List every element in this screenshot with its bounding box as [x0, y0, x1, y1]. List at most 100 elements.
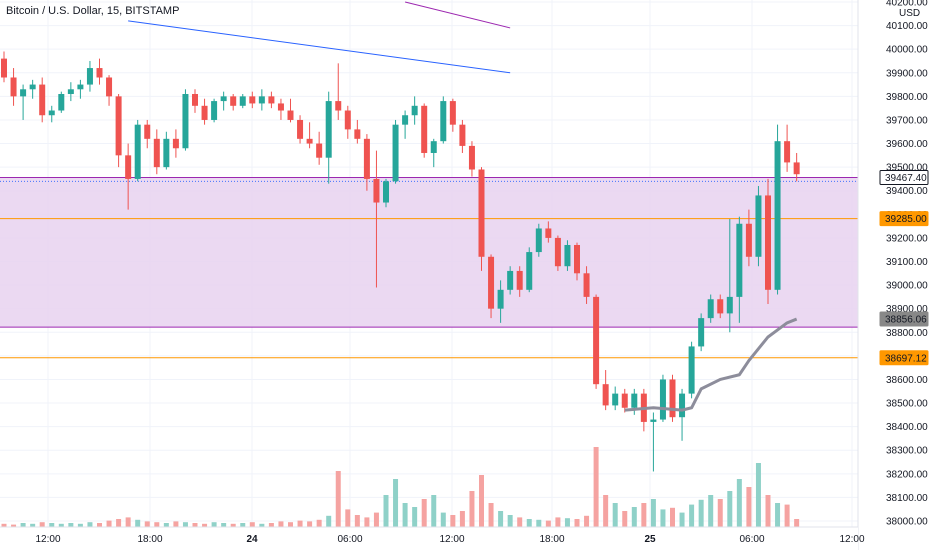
candle-body	[249, 96, 256, 104]
volume-bar	[488, 503, 494, 527]
volume-bar	[393, 479, 399, 527]
time-axis[interactable]: 12:00 18:00 24 06:00 12:00 18:00 25 06:00 12:00	[0, 526, 865, 550]
moving-average-line[interactable]	[624, 317, 798, 412]
volume-bar	[163, 523, 169, 527]
price-tick-label: 38200.00	[886, 469, 928, 480]
time-axis-bg	[0, 527, 858, 550]
time-tick-label: 06:00	[337, 534, 362, 545]
volume-bar	[584, 515, 590, 527]
price-axis[interactable]: 40200.00 40100.00 40000.00 39900.00 39800.00…	[857, 0, 932, 550]
volume-bar	[373, 512, 379, 527]
volume-bar	[775, 503, 781, 527]
time-tick-label: 18:00	[539, 534, 564, 545]
candle-body	[669, 379, 676, 418]
price-label-box	[879, 311, 929, 327]
candle-body	[172, 138, 179, 149]
candle-body	[535, 228, 542, 253]
volume-bar	[736, 479, 742, 527]
time-tick-label: 12:00	[839, 534, 864, 545]
shaded-zone	[0, 177, 858, 328]
volume-bar	[517, 517, 523, 527]
volume-bar	[727, 491, 733, 527]
volume-bar	[154, 522, 160, 527]
candle-body	[526, 252, 533, 290]
candle-body	[48, 110, 55, 116]
candle-body	[440, 101, 447, 142]
volume-bar	[622, 511, 628, 527]
volume-bar	[698, 499, 704, 527]
candle-body	[182, 94, 189, 149]
volume-bar	[679, 512, 685, 527]
candle-body	[688, 346, 695, 394]
volume-bar	[545, 520, 551, 527]
candle-body	[125, 155, 132, 179]
volume-bar	[717, 499, 723, 527]
volume-bar	[469, 491, 475, 527]
trend-line-blue	[128, 20, 511, 74]
volume-bar	[58, 523, 64, 527]
symbol-title[interactable]: Bitcoin / U.S. Dollar, 15, BITSTAMP	[6, 5, 180, 17]
volume-bar	[431, 495, 437, 527]
candle-body	[554, 237, 561, 267]
candle-body	[621, 393, 628, 408]
volume-bar	[11, 524, 17, 527]
candle-body	[516, 270, 523, 290]
candle-body	[67, 89, 74, 95]
candle-body	[258, 96, 265, 104]
candle-body	[10, 77, 17, 97]
candle-body	[373, 178, 380, 203]
candle-body	[507, 270, 514, 290]
candle-body	[707, 299, 714, 319]
volume-bar	[87, 522, 93, 527]
price-tick-label: 39200.00	[886, 233, 928, 244]
candle-body	[564, 244, 571, 267]
candle-body	[363, 138, 370, 179]
price-label-text: 38856.06	[885, 315, 927, 326]
volume-bar	[364, 517, 370, 527]
volume-bar	[297, 520, 303, 527]
ma-curve	[624, 317, 798, 412]
candle-body	[717, 299, 724, 314]
volume-bars	[1, 447, 800, 527]
volume-bar	[612, 503, 618, 527]
candle-body	[726, 296, 733, 314]
volume-bar	[1, 523, 7, 527]
price-tick-label: 40100.00	[886, 21, 928, 32]
trend-lines[interactable]	[128, 1, 511, 74]
candle-body	[449, 101, 456, 125]
volume-bar	[383, 495, 389, 527]
candle-body	[230, 96, 237, 106]
price-tick-label: 38900.00	[886, 304, 928, 315]
volume-bar	[746, 487, 752, 527]
price-label-box	[879, 170, 929, 186]
volume-bar	[335, 471, 341, 527]
volume-bar	[354, 515, 360, 527]
price-tick-label: 38600.00	[886, 375, 928, 386]
candle-body	[736, 223, 743, 297]
currency-label: USD	[899, 8, 920, 19]
volume-bar	[125, 517, 131, 527]
price-axis-bg	[858, 0, 932, 550]
candle-body	[430, 141, 437, 153]
candle-body	[593, 296, 600, 385]
chart-header: Bitcoin / U.S. Dollar, 15, BITSTAMP	[6, 5, 179, 17]
candle-body	[354, 129, 361, 139]
volume-bar	[30, 523, 36, 527]
candle-body	[698, 318, 705, 347]
candle-body	[784, 141, 791, 163]
support-resistance-zone[interactable]	[0, 177, 858, 359]
candle-body	[106, 77, 113, 97]
volume-bar	[603, 495, 609, 527]
price-label-box	[879, 211, 929, 227]
candle-body	[488, 256, 495, 309]
candle-body	[134, 124, 141, 179]
candle-body	[497, 289, 504, 309]
candle-body	[306, 138, 313, 144]
time-tick-label: 18:00	[137, 534, 162, 545]
candle-body	[239, 96, 246, 106]
volume-bar	[450, 515, 456, 527]
candle-body	[86, 68, 93, 85]
candle-body	[679, 393, 686, 418]
price-label-text: 39285.00	[885, 214, 927, 225]
